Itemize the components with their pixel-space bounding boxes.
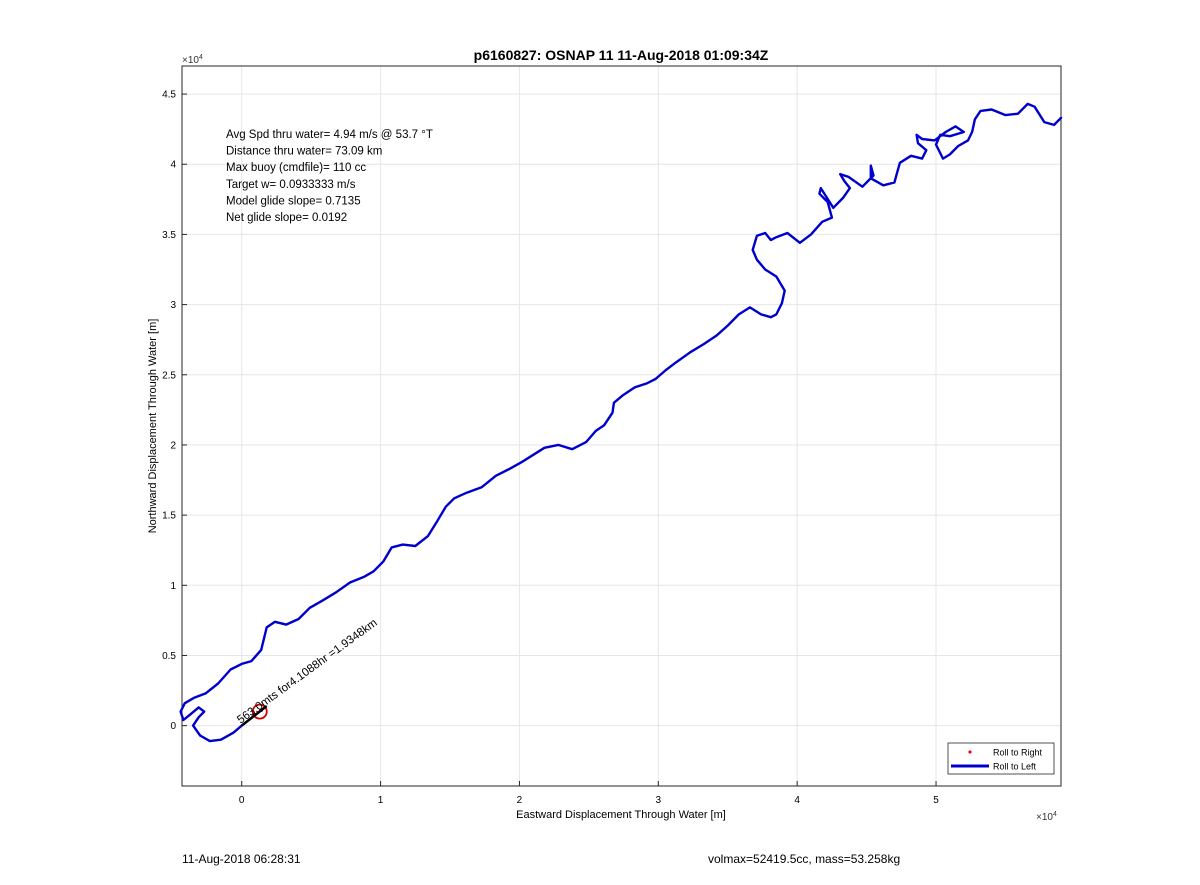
stats-line: Target w= 0.0933333 m/s	[226, 179, 356, 191]
timestamp-stamp: 11-Aug-2018 06:28:31	[182, 852, 301, 866]
axes-box	[181, 65, 1062, 787]
y-tick-label: 1.5	[162, 511, 176, 522]
y-axis-exponent: ×104	[182, 54, 203, 66]
surface-drift-annotation: 563.0mts for4.1088hr =1.9348km	[235, 617, 379, 726]
grid-lines	[182, 66, 1061, 786]
surface-drift-vector	[240, 705, 268, 727]
y-tick-label: 4.5	[162, 90, 176, 101]
chart-title: p6160827: OSNAP 11 11-Aug-2018 01:09:34Z	[474, 47, 769, 63]
x-tick-label: 5	[933, 795, 939, 806]
y-tick-label: 4	[170, 160, 176, 171]
stats-line: Distance thru water= 73.09 km	[226, 146, 382, 158]
axis-ticks: 0 1 2 3 4 5 0 0.5 1 1.5 2 2.5 3 3.5 4 4.5	[162, 90, 939, 806]
stats-line: Avg Spd thru water= 4.94 m/s @ 53.7 °T	[226, 129, 433, 141]
surface-marker-circle	[251, 703, 268, 720]
legend: Roll to Right Roll to Left	[947, 742, 1055, 775]
y-tick-label: 0	[170, 721, 176, 732]
x-tick-label: 2	[517, 795, 523, 806]
y-tick-label: 1	[170, 581, 176, 592]
y-tick-label: 2	[170, 440, 176, 451]
stats-line: Max buoy (cmdfile)= 110 cc	[226, 162, 366, 174]
y-tick-label: 3	[170, 300, 176, 311]
stats-text-block: Avg Spd thru water= 4.94 m/s @ 53.7 °T Di…	[226, 129, 433, 224]
legend-label-roll-to-left: Roll to Left	[993, 762, 1037, 772]
annotation-layer: 563.0mts for4.1088hr =1.9348km	[235, 617, 380, 727]
x-tick-label: 1	[378, 795, 384, 806]
x-axis-label: Eastward Displacement Through Water [m]	[516, 809, 726, 821]
y-tick-label: 2.5	[162, 370, 176, 381]
legend-marker-roll-to-right	[968, 750, 972, 754]
x-tick-label: 4	[794, 795, 800, 806]
x-tick-label: 0	[239, 795, 245, 806]
legend-label-roll-to-right: Roll to Right	[993, 748, 1043, 758]
legend-box	[947, 742, 1055, 775]
y-axis-label: Northward Displacement Through Water [m]	[147, 319, 159, 534]
y-tick-label: 3.5	[162, 230, 176, 241]
volmax-mass-stamp: volmax=52419.5cc, mass=53.258kg	[708, 852, 901, 866]
x-axis-exponent: ×104	[1036, 811, 1057, 823]
stats-line: Model glide slope= 0.7135	[226, 195, 361, 207]
stats-line: Net glide slope= 0.0192	[226, 212, 347, 224]
y-tick-label: 0.5	[162, 651, 176, 662]
series-line-roll-to-left	[179, 102, 1063, 743]
x-tick-label: 3	[656, 795, 662, 806]
